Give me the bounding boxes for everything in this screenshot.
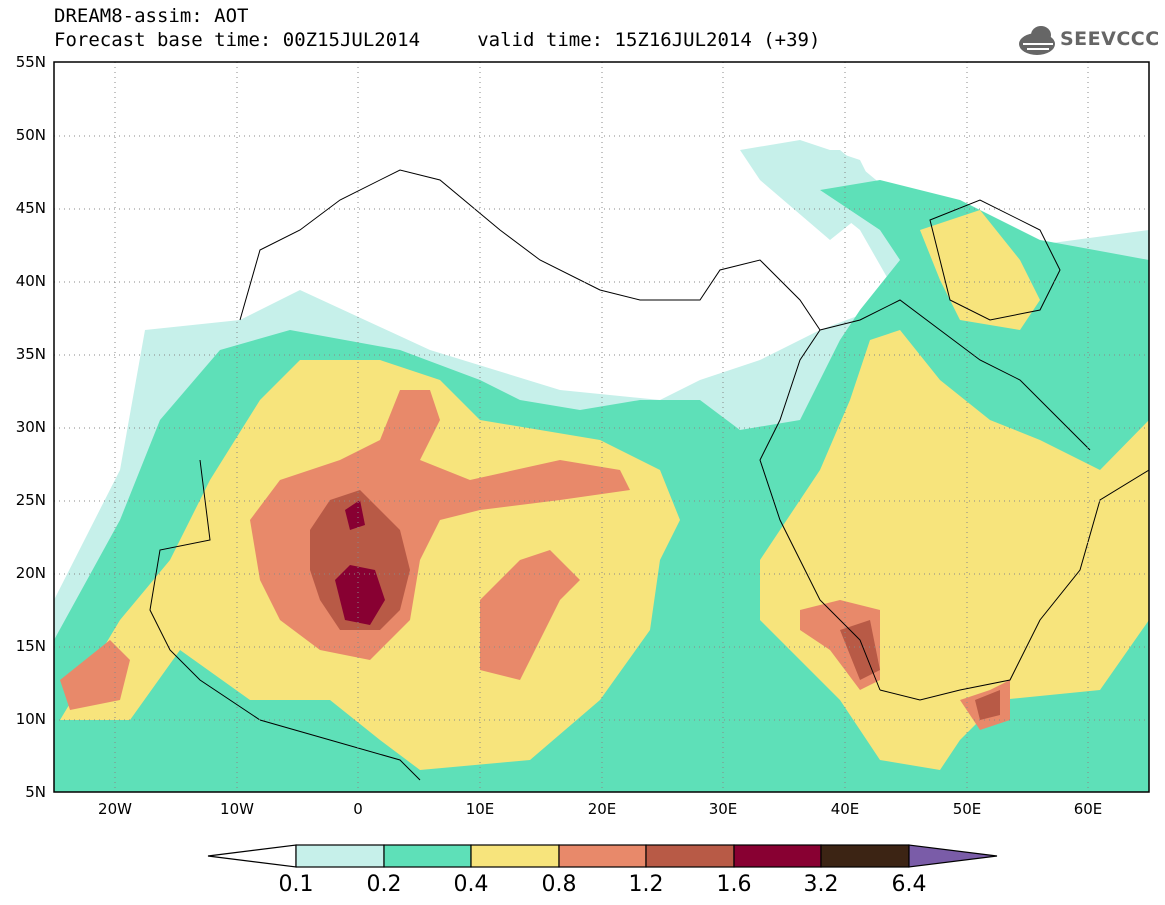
colorbar-label: 1.2 xyxy=(628,872,664,897)
lat-label-55n: 55N xyxy=(15,53,46,71)
coastlines xyxy=(149,169,1149,781)
lon-label-10e: 10E xyxy=(465,800,495,818)
lon-label-60e: 60E xyxy=(1073,800,1103,818)
lat-label-10n: 10N xyxy=(15,710,46,728)
colorbar-bin-2 xyxy=(383,844,472,868)
lat-label-15n: 15N xyxy=(15,637,46,655)
aot-field-1.6 xyxy=(335,500,385,625)
lat-label-45n: 45N xyxy=(15,199,46,217)
lon-label-40e: 40E xyxy=(830,800,860,818)
lat-label-5n: 5N xyxy=(25,783,46,801)
colorbar-under-arrow xyxy=(207,844,297,868)
lat-label-40n: 40N xyxy=(15,272,46,290)
lon-label-20e: 20E xyxy=(587,800,617,818)
lon-label-20w: 20W xyxy=(98,800,132,818)
colorbar-label: 0.1 xyxy=(278,872,314,897)
colorbar-label: 0.4 xyxy=(453,872,489,897)
colorbar-bin-3 xyxy=(470,844,560,868)
colorbar-label: 3.2 xyxy=(803,872,839,897)
lat-label-50n: 50N xyxy=(15,126,46,144)
chart-title-line2: Forecast base time: 00Z15JUL2014 valid t… xyxy=(54,29,821,51)
colorbar-bin-5 xyxy=(645,844,735,868)
colorbar-bin-7 xyxy=(820,844,910,868)
colorbar-over-arrow xyxy=(908,844,998,868)
colorbar xyxy=(207,844,998,868)
lat-label-30n: 30N xyxy=(15,418,46,436)
lon-label-0: 0 xyxy=(353,800,363,818)
cloud-logo-icon xyxy=(1019,26,1055,55)
colorbar-label: 0.8 xyxy=(541,872,577,897)
lon-label-10w: 10W xyxy=(220,800,254,818)
colorbar-bin-1 xyxy=(295,844,385,868)
chart-title-line1: DREAM8-assim: AOT xyxy=(54,5,249,27)
gridlines xyxy=(54,62,1149,792)
lat-label-25n: 25N xyxy=(15,491,46,509)
colorbar-label: 0.2 xyxy=(366,872,402,897)
lon-label-30e: 30E xyxy=(708,800,738,818)
map-frame xyxy=(53,61,1150,793)
logo-text: SEEVCCC xyxy=(1060,28,1160,50)
lat-label-20n: 20N xyxy=(15,564,46,582)
lon-label-50e: 50E xyxy=(952,800,982,818)
lat-label-35n: 35N xyxy=(15,345,46,363)
colorbar-label: 6.4 xyxy=(891,872,927,897)
colorbar-bin-6 xyxy=(733,844,822,868)
colorbar-label: 1.6 xyxy=(716,872,752,897)
colorbar-bin-4 xyxy=(558,844,647,868)
